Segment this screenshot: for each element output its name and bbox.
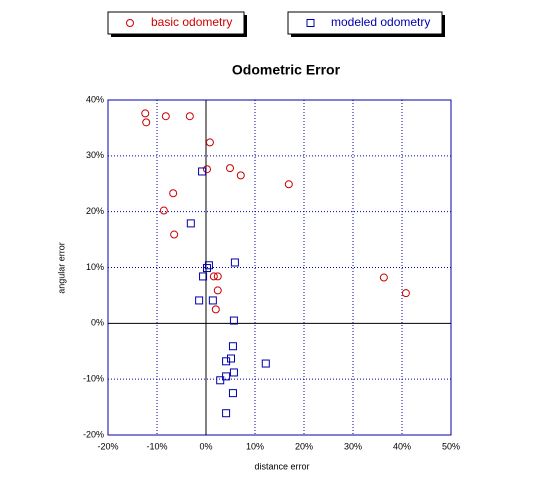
data-point [236,171,245,180]
data-point [228,389,237,398]
data-point [216,376,225,385]
data-point [142,118,151,127]
data-point [185,112,194,121]
data-point [169,189,178,198]
legend-box [107,11,245,35]
data-point [222,357,231,366]
data-point [211,305,220,314]
data-point [199,272,208,281]
y-tick-label: -20% [83,429,104,439]
data-point [161,112,170,121]
x-tick-label: 10% [246,441,264,451]
data-point [230,258,239,267]
data-point [205,138,214,147]
data-point [261,359,270,368]
data-point [226,164,235,173]
x-tick-label: 40% [393,441,411,451]
y-tick-label: 20% [86,206,104,216]
legend-label: modeled odometry [331,15,430,29]
data-point [229,316,238,325]
legend-label: basic odometry [151,15,232,29]
data-point [186,219,195,228]
y-tick-label: 0% [91,318,104,328]
x-tick-label: 0% [199,441,212,451]
legend-marker [126,19,134,27]
y-tick-label: -10% [83,374,104,384]
data-point [202,165,211,174]
data-point [209,272,218,281]
x-tick-label: 50% [442,441,460,451]
data-point [159,206,168,215]
data-point [204,261,213,270]
data-point [170,230,179,239]
data-point [226,354,235,363]
data-point [198,167,207,176]
data-point [284,180,293,189]
x-tick-label: -10% [146,441,167,451]
data-point [141,109,150,118]
data-point [222,409,231,418]
chart-title: Odometric Error [232,62,341,78]
x-tick-label: -20% [97,441,118,451]
legend-box [287,11,443,35]
data-point [229,368,238,377]
data-point [379,273,388,282]
legend-marker [306,19,315,27]
x-tick-label: 20% [295,441,313,451]
y-tick-label: 40% [86,94,104,104]
y-tick-label: 10% [86,262,104,272]
data-point [228,342,237,351]
data-point [213,286,222,295]
data-point [208,296,217,305]
x-axis-label: distance error [254,461,309,471]
x-tick-label: 30% [344,441,362,451]
data-point [195,296,204,305]
data-point [213,272,222,281]
data-point [401,289,410,298]
y-tick-label: 30% [86,150,104,160]
y-axis-label: angular error [56,242,66,294]
data-point [202,264,211,273]
